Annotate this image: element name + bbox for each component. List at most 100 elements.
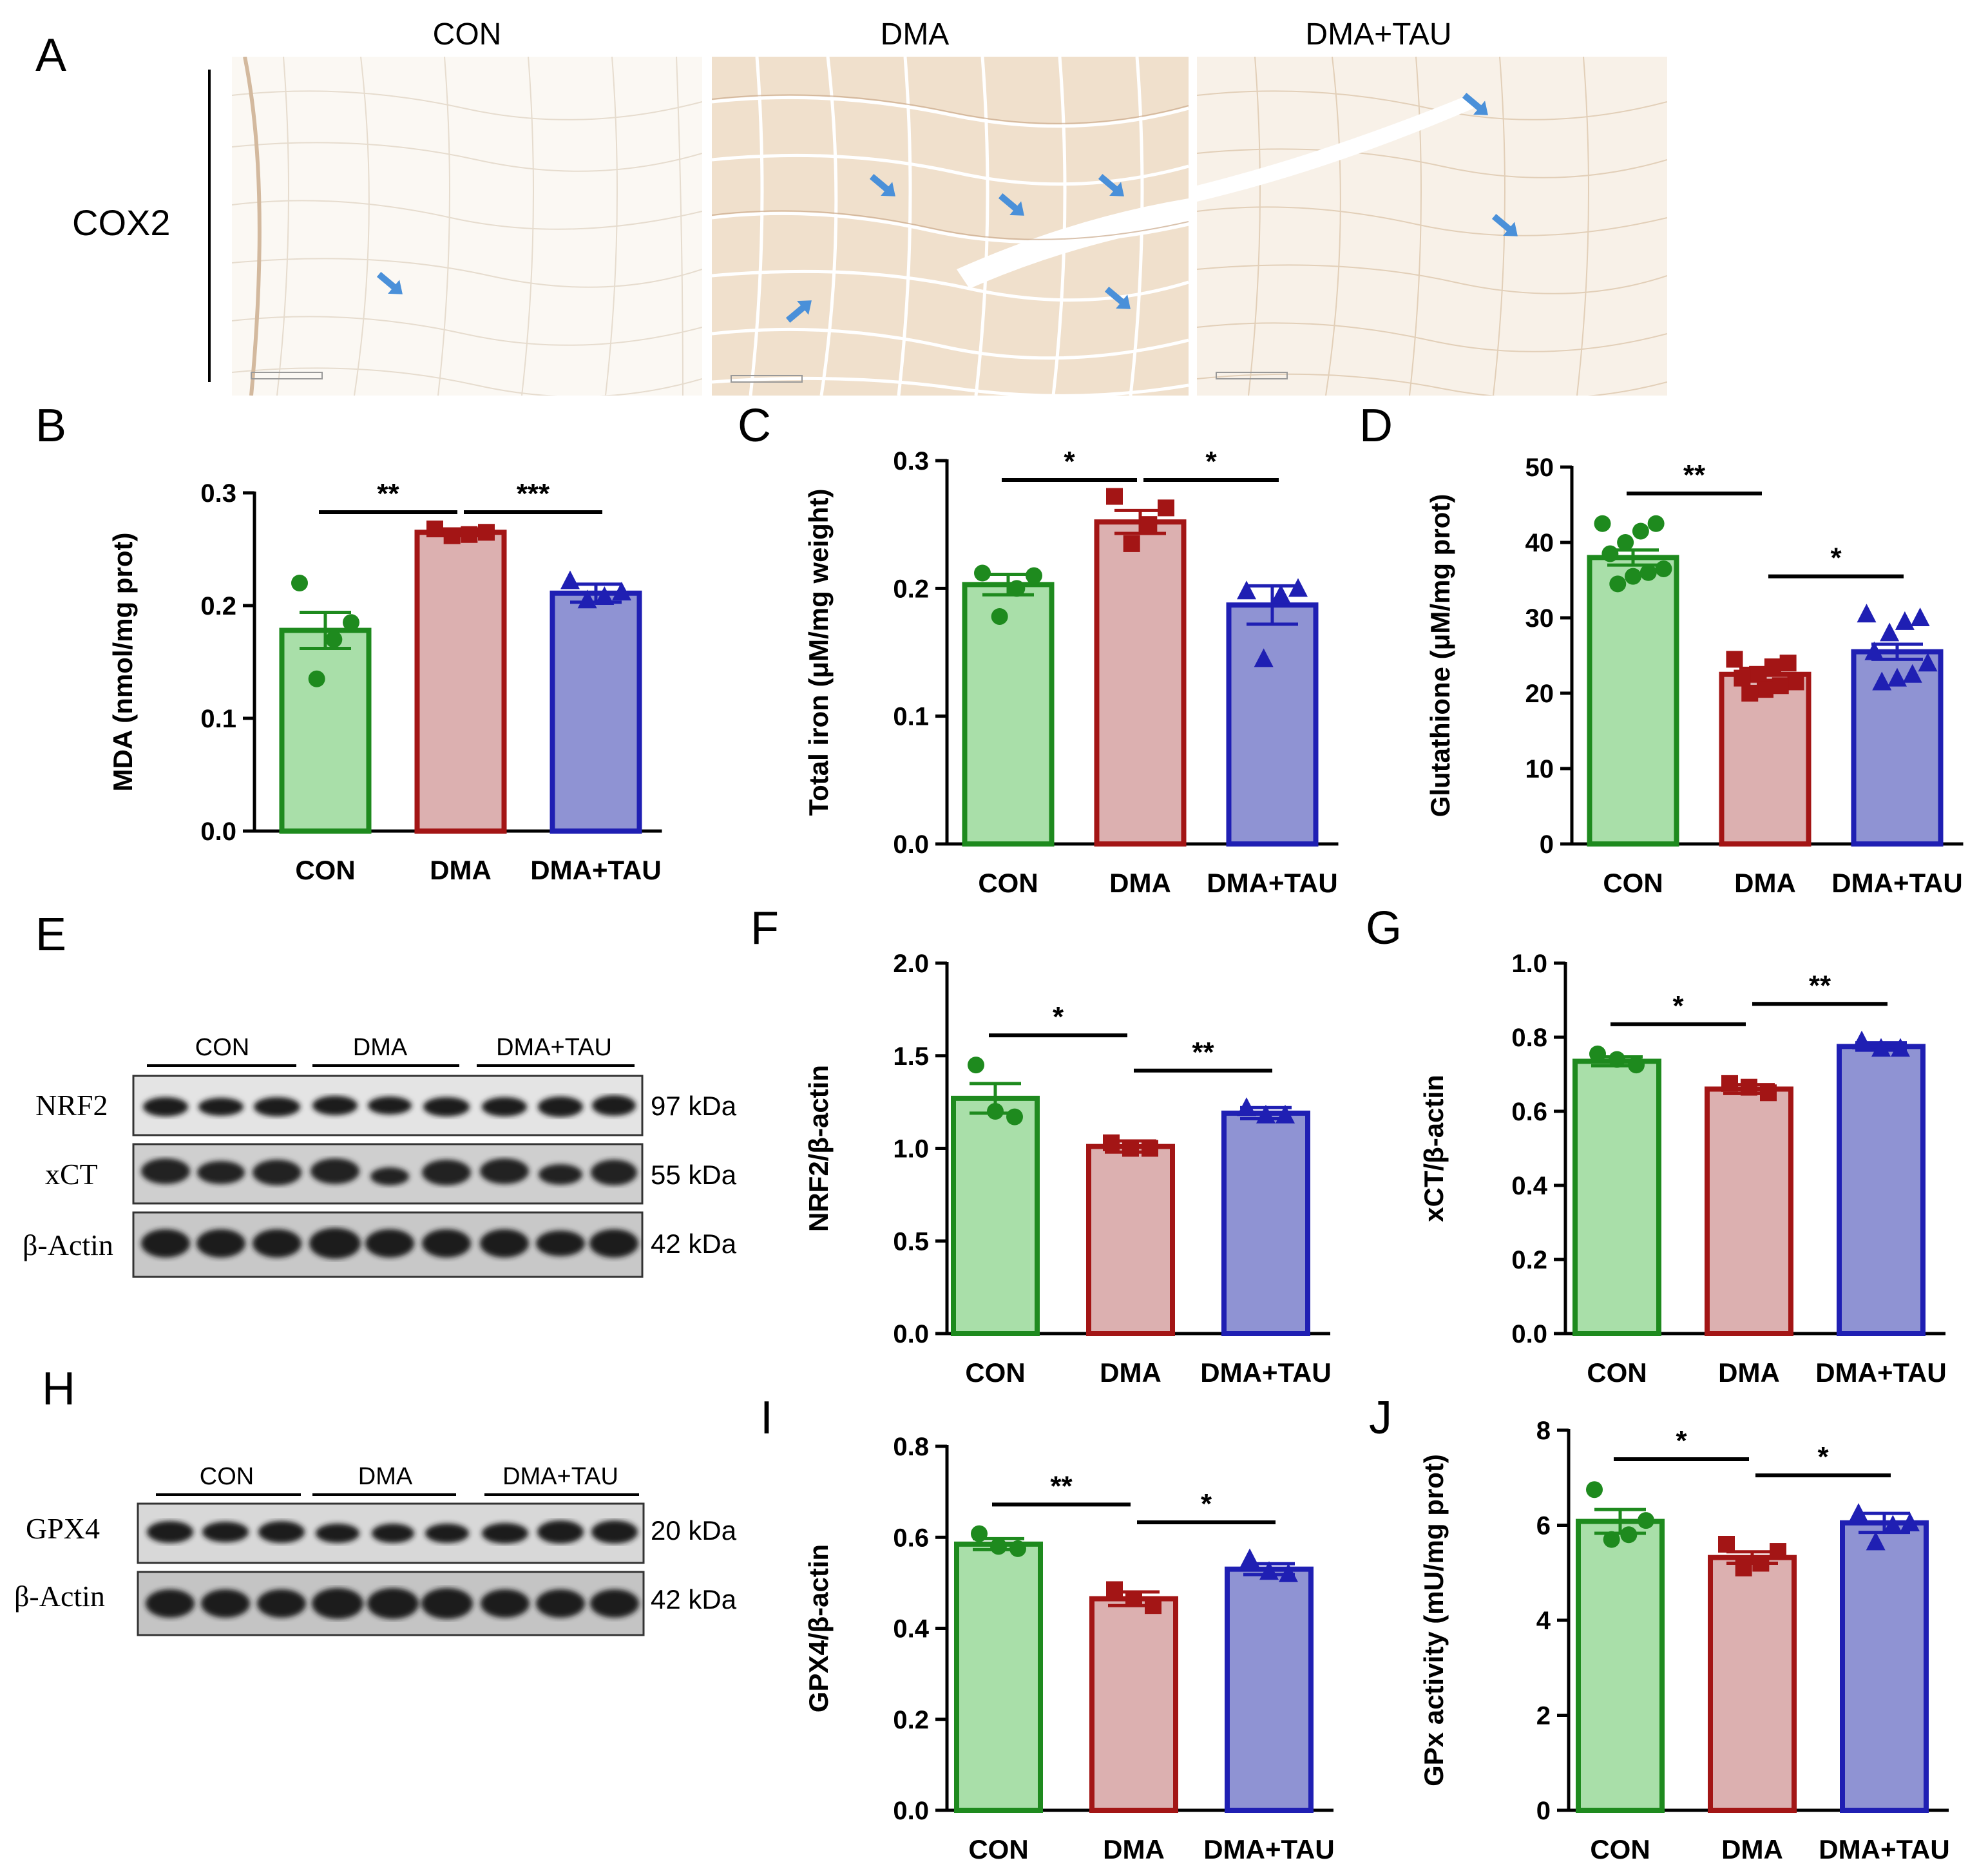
chart-g-point-2-2 — [1891, 1038, 1910, 1057]
chart-g-point-1-2 — [1760, 1084, 1777, 1102]
chart-i-tick-label-0: 0.0 — [893, 1797, 929, 1825]
chart-i-category-2: DMA+TAU — [1203, 1834, 1334, 1864]
chart-f-point-2-2 — [1276, 1104, 1295, 1124]
chart-f-ylabel: NRF2/β-actin — [803, 1065, 834, 1232]
chart-c-point-1-0 — [1106, 488, 1123, 505]
chart-j-point-2-2 — [1883, 1515, 1903, 1534]
chart-i-tick-label-2: 0.4 — [893, 1615, 929, 1643]
panel-a-col-dma: DMA — [880, 17, 950, 52]
chart-c-bar-1 — [1094, 519, 1187, 847]
chart-g-bar-0 — [1572, 1058, 1661, 1336]
chart-c-bar-2 — [1226, 602, 1319, 847]
chart-f-point-0-2 — [1006, 1108, 1023, 1125]
chart-c-sig-label-1: * — [1205, 446, 1217, 477]
chart-i-bar-1 — [1089, 1596, 1178, 1813]
chart-f-point-1-2 — [1142, 1140, 1158, 1157]
chart-c-point-0-2 — [1008, 580, 1026, 597]
chart-j-point-0-0 — [1586, 1481, 1603, 1498]
panel-a-col-dma-tau: DMA+TAU — [1305, 17, 1452, 52]
chart-d-point-1-8 — [1741, 685, 1759, 702]
chart-c-errorbar-0 — [982, 573, 1034, 597]
blot-e-strips — [132, 1075, 644, 1278]
chart-d-sig-label-1: * — [1830, 542, 1842, 574]
chart-c-point-2-3 — [1254, 648, 1274, 667]
chart-b-tick-label-2: 0.2 — [200, 592, 236, 620]
micrograph-con-vessel — [243, 57, 262, 396]
micrograph-dma-gap — [957, 198, 1189, 289]
chart-f-bar-1 — [1086, 1144, 1175, 1336]
chart-f-point-0-1 — [987, 1103, 1004, 1120]
chart-g-point-2-1 — [1871, 1038, 1891, 1057]
chart-b-point-1-2 — [461, 526, 478, 543]
chart-j-point-0-2 — [1620, 1526, 1638, 1544]
chart-b-point-1-0 — [426, 521, 443, 537]
chart-g-point-2-0 — [1852, 1030, 1871, 1049]
micrograph-dma-arrow-2 — [998, 193, 1024, 216]
micrograph-dma-tau-scalebar — [1216, 372, 1288, 379]
chart-i-bar-0 — [954, 1541, 1043, 1813]
chart-b-point-2-2 — [595, 586, 615, 605]
chart-f-tick-label-0: 0.0 — [893, 1320, 929, 1348]
chart-c-point-1-1 — [1158, 499, 1174, 517]
chart-b-point-0-3 — [308, 670, 325, 687]
chart-d-ylabel: Glutathione (μM/mg prot) — [1425, 494, 1455, 818]
chart-f-tick-label-4: 2.0 — [893, 950, 929, 978]
chart-g-bar-2 — [1837, 1044, 1926, 1336]
chart-j-tick-label-3: 6 — [1536, 1512, 1551, 1540]
chart-d-category-1: DMA — [1734, 868, 1796, 895]
chart-c-errorbar-2 — [1247, 584, 1298, 626]
chart-d-point-2-8 — [1872, 671, 1892, 691]
chart-i-sig-label-1: * — [1201, 1488, 1212, 1520]
chart-d-category-2: DMA+TAU — [1831, 868, 1962, 895]
panel-letter-f: F — [750, 903, 779, 954]
chart-j-tick-label-4: 8 — [1536, 1417, 1551, 1445]
chart-b-point-2-3 — [577, 589, 597, 609]
chart-j-tick-label-1: 2 — [1536, 1702, 1551, 1730]
chart-j-tick-label-2: 4 — [1536, 1607, 1551, 1635]
chart-d-point-2-6 — [1902, 664, 1922, 683]
chart-b-tick-label-1: 0.1 — [200, 705, 236, 733]
micrograph-con-arrow — [376, 272, 403, 294]
chart-c-point-2-2 — [1271, 584, 1291, 604]
chart-d-point-1-5 — [1787, 673, 1804, 691]
chart-d-tick-label-1: 10 — [1525, 755, 1554, 783]
chart-c-category-2: DMA+TAU — [1207, 868, 1337, 895]
blot-e-line-dma-tau — [477, 1064, 635, 1067]
chart-g-tick-label-2: 0.4 — [1511, 1172, 1547, 1200]
micrograph-dma-arrow-4 — [1104, 287, 1131, 309]
chart-b-tick-label-3: 0.3 — [200, 479, 236, 508]
chart-f-point-2-0 — [1237, 1097, 1256, 1116]
chart-d-point-2-7 — [1888, 667, 1907, 687]
chart-f-point-1-0 — [1103, 1134, 1120, 1151]
chart-b-ylabel: MDA (nmol/mg prot) — [108, 532, 138, 791]
chart-g-point-0-1 — [1609, 1051, 1625, 1068]
chart-b-sig-label-1: *** — [517, 478, 550, 510]
chart-d-point-2-0 — [1857, 604, 1877, 623]
chart-f-category-1: DMA — [1100, 1357, 1161, 1388]
chart-g-tick-label-0: 0.0 — [1511, 1320, 1547, 1348]
chart-f-category-2: DMA+TAU — [1200, 1357, 1331, 1388]
micrograph-dma-arrow-3 — [1098, 174, 1124, 196]
chart-g-ylabel: xCT/β-actin — [1419, 1075, 1449, 1222]
micrograph-con-bg — [232, 57, 702, 396]
chart-j-bar-2 — [1840, 1520, 1929, 1813]
blot-e-kda-nrf2: 97 kDa — [651, 1091, 737, 1121]
chart-d-point-2-1 — [1910, 608, 1930, 626]
chart-f-point-0-0 — [968, 1057, 984, 1074]
chart-c-point-1-2 — [1140, 516, 1158, 533]
chart-f-bar-0 — [951, 1095, 1040, 1336]
chart-b-category-1: DMA — [430, 855, 492, 885]
chart-b-errorbar-0 — [300, 611, 351, 650]
chart-d-point-0-7 — [1625, 568, 1641, 585]
chart-f-bar-2 — [1221, 1110, 1310, 1336]
micrograph-dma-tau — [1197, 57, 1667, 396]
chart-j-sig-label-1: * — [1817, 1441, 1829, 1473]
chart-b-point-2-0 — [560, 570, 580, 589]
chart-d: 0 10 20 30 40 50 Glutathione (μM/mg prot) CON DM… — [1425, 454, 1964, 895]
chart-j: 0 2 4 6 8 GPx activity (mU/mg prot) CON DMA DMA+… — [1419, 1417, 1950, 1864]
chart-d-point-2-2 — [1895, 611, 1915, 630]
blot-e-label-actin: β-Actin — [23, 1229, 113, 1261]
micrograph-dma-tau-fibers — [1197, 57, 1667, 396]
micrograph-dma-fibers — [712, 57, 1189, 396]
